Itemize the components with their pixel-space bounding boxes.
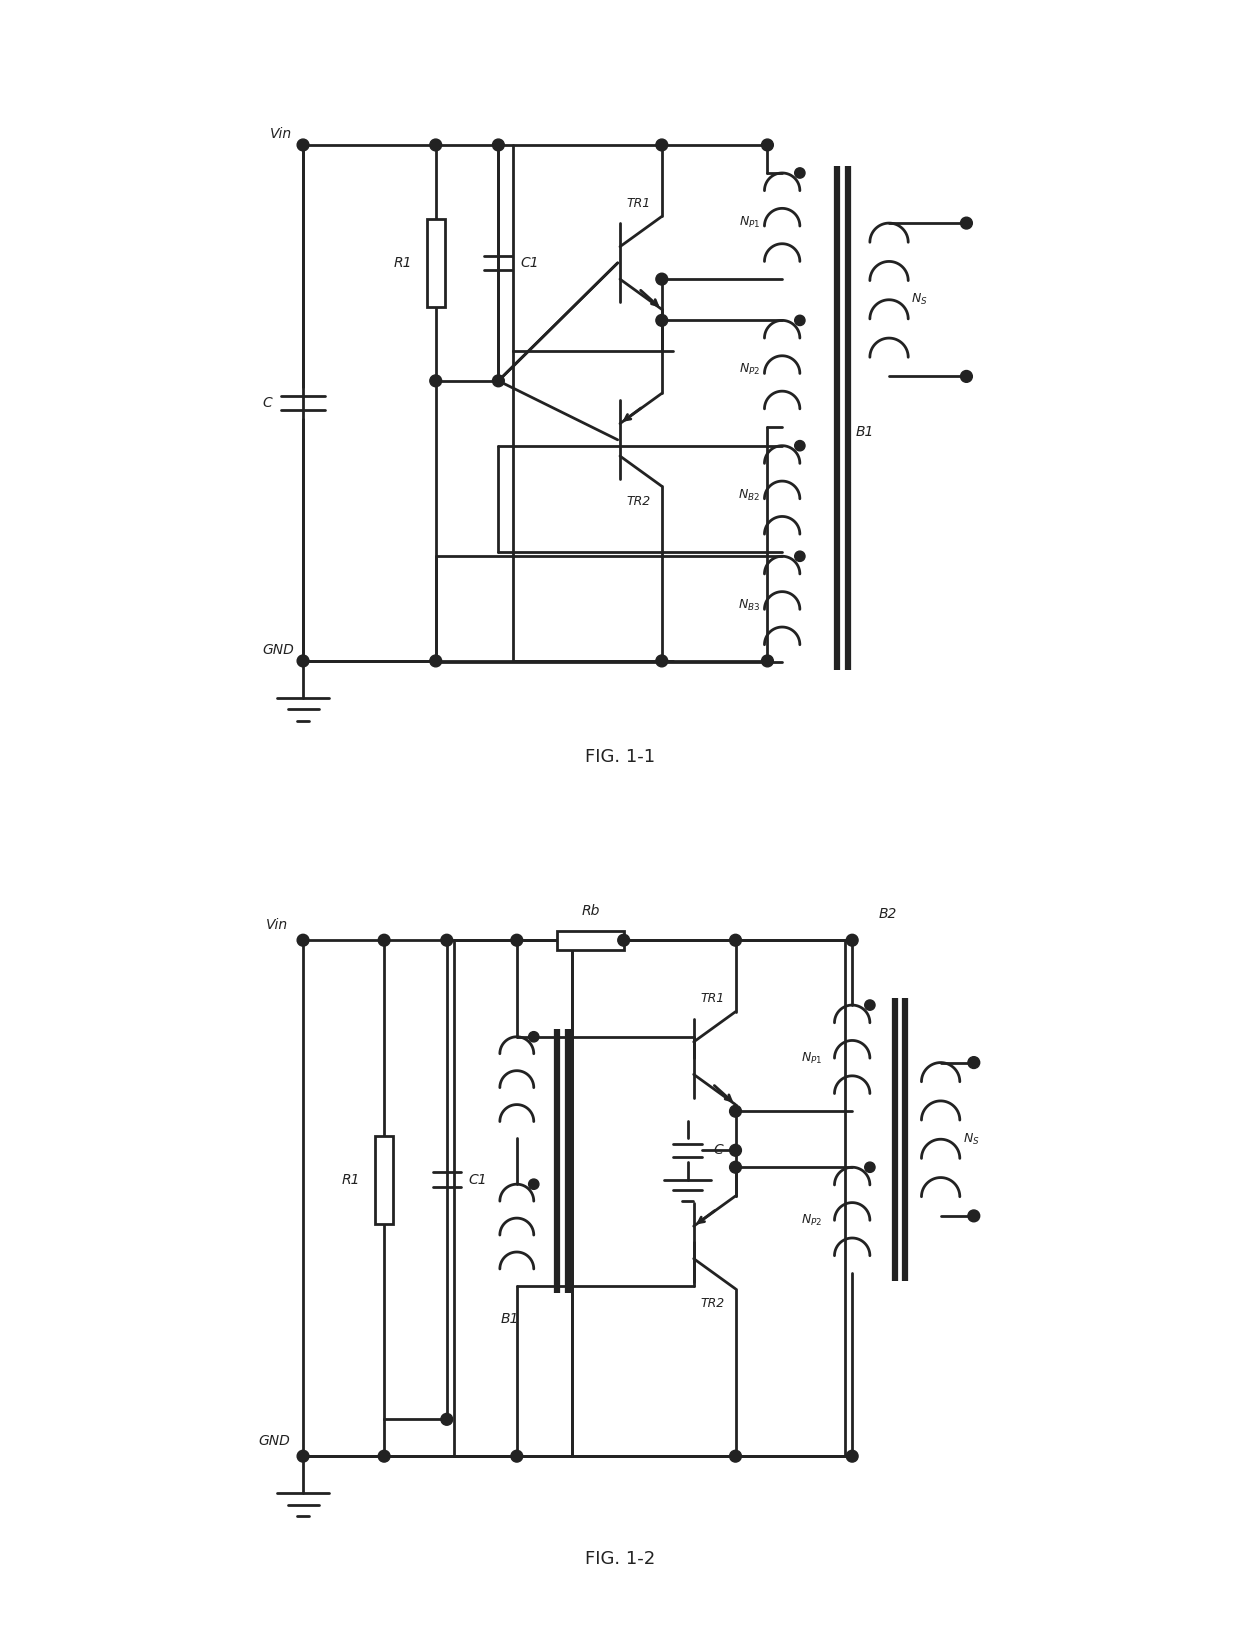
- Circle shape: [511, 934, 523, 947]
- Text: TR2: TR2: [701, 1297, 724, 1310]
- Circle shape: [729, 1161, 742, 1173]
- Bar: [427, 218, 445, 308]
- Bar: [376, 1135, 393, 1224]
- Circle shape: [656, 655, 667, 667]
- Circle shape: [430, 655, 441, 667]
- Text: $N_{B3}$: $N_{B3}$: [738, 598, 760, 613]
- Circle shape: [441, 934, 453, 947]
- Text: $N_{P1}$: $N_{P1}$: [801, 1050, 822, 1066]
- Circle shape: [298, 934, 309, 947]
- Text: $N_{B2}$: $N_{B2}$: [738, 488, 760, 503]
- Bar: [557, 930, 624, 950]
- Circle shape: [729, 1106, 742, 1117]
- Text: B1: B1: [856, 426, 874, 439]
- Circle shape: [795, 314, 805, 326]
- Circle shape: [968, 1210, 980, 1222]
- Circle shape: [618, 934, 630, 947]
- Text: $N_{P2}$: $N_{P2}$: [739, 362, 760, 377]
- Circle shape: [729, 1145, 742, 1156]
- Text: TR2: TR2: [626, 495, 651, 508]
- Text: C1: C1: [469, 1173, 487, 1188]
- Circle shape: [528, 1179, 539, 1189]
- Text: $N_{P2}$: $N_{P2}$: [801, 1212, 822, 1228]
- Text: Rb: Rb: [582, 904, 600, 917]
- Circle shape: [656, 274, 667, 285]
- Circle shape: [298, 1450, 309, 1463]
- Circle shape: [528, 1032, 539, 1042]
- Circle shape: [298, 139, 309, 151]
- Text: FIG. 1-1: FIG. 1-1: [585, 749, 655, 765]
- Circle shape: [430, 375, 441, 387]
- Circle shape: [864, 1161, 875, 1173]
- Text: R1: R1: [342, 1173, 360, 1188]
- Text: $N_S$: $N_S$: [962, 1132, 980, 1147]
- Circle shape: [441, 1414, 453, 1425]
- Circle shape: [961, 370, 972, 382]
- Text: $N_{P1}$: $N_{P1}$: [739, 215, 760, 229]
- Circle shape: [864, 999, 875, 1011]
- Text: TR1: TR1: [701, 993, 724, 1006]
- Text: $N_S$: $N_S$: [911, 292, 928, 308]
- Circle shape: [656, 314, 667, 326]
- Circle shape: [430, 139, 441, 151]
- Circle shape: [298, 655, 309, 667]
- Circle shape: [378, 1450, 391, 1463]
- Circle shape: [795, 441, 805, 450]
- Circle shape: [729, 1450, 742, 1463]
- Circle shape: [378, 934, 391, 947]
- Circle shape: [968, 1057, 980, 1068]
- Text: GND: GND: [263, 642, 294, 657]
- Circle shape: [492, 139, 505, 151]
- Text: GND: GND: [259, 1435, 290, 1448]
- Text: R1: R1: [393, 256, 412, 270]
- Circle shape: [761, 655, 774, 667]
- Circle shape: [795, 167, 805, 179]
- Circle shape: [795, 550, 805, 562]
- Text: FIG. 1-2: FIG. 1-2: [585, 1551, 655, 1568]
- Circle shape: [846, 1450, 858, 1463]
- Text: Vin: Vin: [270, 126, 291, 141]
- Text: B2: B2: [878, 907, 897, 921]
- Circle shape: [846, 934, 858, 947]
- Circle shape: [729, 934, 742, 947]
- Circle shape: [761, 139, 774, 151]
- Text: C1: C1: [521, 256, 539, 270]
- Circle shape: [492, 375, 505, 387]
- Text: C: C: [263, 396, 273, 410]
- Text: Vin: Vin: [267, 919, 289, 932]
- Circle shape: [961, 218, 972, 229]
- Circle shape: [656, 139, 667, 151]
- Text: C: C: [713, 1143, 723, 1158]
- Text: TR1: TR1: [626, 197, 651, 210]
- Text: B1: B1: [500, 1312, 518, 1325]
- Circle shape: [511, 1450, 523, 1463]
